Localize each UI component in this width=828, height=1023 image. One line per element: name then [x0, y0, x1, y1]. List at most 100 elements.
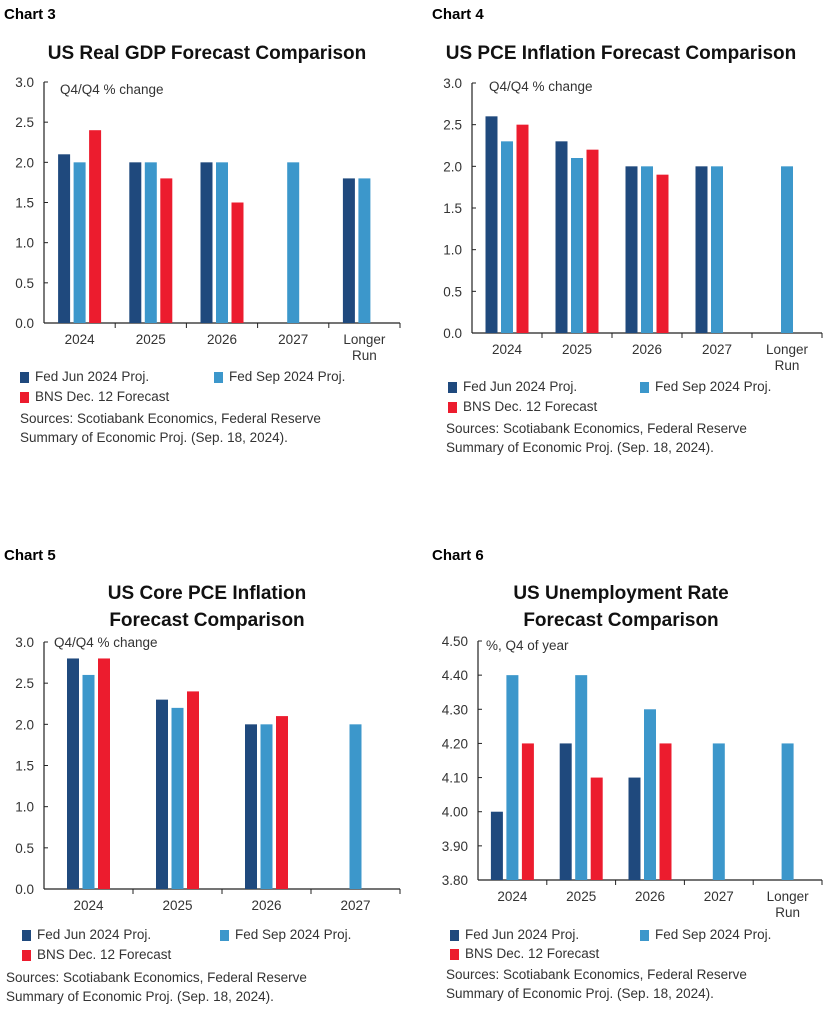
chart-title-line: US PCE Inflation Forecast Comparison	[445, 43, 797, 64]
y-tick-label: 0.0	[443, 326, 462, 341]
bar-fed_jun-2026	[628, 777, 641, 880]
y-tick-label: 3.0	[15, 635, 34, 650]
bar-bns-2025	[590, 777, 603, 880]
chart-title: US Core PCE Inflation Forecast Comparison	[0, 580, 414, 634]
chart-title-line: US Core PCE Inflation	[107, 583, 307, 604]
sources-line: Summary of Economic Proj. (Sep. 18, 2024…	[6, 989, 274, 1004]
chart-label: Chart 3	[4, 6, 56, 23]
bar-fed_sep-2027	[712, 743, 725, 880]
legend-label: BNS Dec. 12 Forecast	[37, 947, 172, 962]
legend-swatch	[22, 929, 31, 941]
x-tick-label: 2027	[278, 332, 308, 347]
x-tick-label: 2024	[492, 342, 523, 357]
bar-fed_jun-2025	[559, 743, 572, 880]
bar-fed_sep-2027	[287, 162, 300, 323]
legend-label: Fed Sep 2024 Proj.	[655, 379, 772, 394]
chart-title-line: Forecast Comparison	[109, 610, 305, 631]
y-tick-label: 3.0	[443, 76, 462, 91]
unit-note: %, Q4 of year	[486, 638, 569, 653]
x-tick-label: 2024	[497, 889, 528, 904]
legend-item: BNS Dec. 12 Forecast	[20, 389, 169, 405]
y-tick-label: 2.0	[443, 159, 462, 174]
sources-line: Sources: Scotiabank Economics, Federal R…	[446, 421, 747, 436]
x-tick-label: Longer Run	[343, 332, 386, 363]
legend-swatch	[22, 949, 31, 961]
sources-line: Summary of Economic Proj. (Sep. 18, 2024…	[20, 430, 288, 445]
y-tick-label: 2.5	[15, 676, 34, 691]
sources-line: Sources: Scotiabank Economics, Federal R…	[446, 967, 747, 982]
sources-line: Sources: Scotiabank Economics, Federal R…	[6, 970, 307, 985]
x-tick-label: 2024	[65, 332, 96, 347]
y-tick-label: 1.5	[443, 201, 462, 216]
x-tick-label: 2025	[562, 342, 592, 357]
y-tick-label: 2.0	[15, 155, 34, 170]
bar-fed_sep-2024	[506, 675, 519, 880]
bar-fed_sep-2026	[644, 709, 656, 880]
y-tick-label: 4.30	[442, 702, 468, 717]
bar-fed_sep-2025	[571, 158, 583, 333]
legend-item: Fed Jun 2024 Proj.	[448, 379, 577, 395]
y-tick-label: 1.0	[443, 243, 462, 258]
bar-fed_sep-2025	[575, 675, 588, 880]
sources-note: Sources: Scotiabank Economics, Federal R…	[446, 965, 747, 1003]
y-tick-label: 4.00	[442, 805, 468, 820]
legend-swatch	[450, 929, 459, 941]
legend-item: Fed Sep 2024 Proj.	[640, 379, 771, 395]
legend-label: Fed Jun 2024 Proj.	[465, 927, 580, 942]
bar-bns-2026	[659, 743, 672, 880]
bar-fed_sep-2024	[82, 674, 95, 889]
sources-note: Sources: Scotiabank Economics, Federal R…	[6, 968, 307, 1006]
y-tick-label: 1.5	[15, 759, 34, 774]
legend-label: Fed Jun 2024 Proj.	[463, 379, 578, 394]
bar-fed_jun-2024	[58, 154, 71, 323]
legend-swatch	[220, 929, 229, 941]
legend-swatch	[640, 381, 649, 393]
legend-label: Fed Sep 2024 Proj.	[655, 927, 772, 942]
legend-swatch	[214, 371, 223, 383]
legend-swatch	[20, 391, 29, 403]
legend-swatch	[640, 929, 649, 941]
bar-fed_jun-2027	[695, 166, 708, 333]
legend-swatch	[450, 948, 459, 960]
legend-item: BNS Dec. 12 Forecast	[22, 947, 171, 963]
y-tick-label: 1.0	[15, 236, 34, 251]
bar-fed_sep-2027	[349, 724, 362, 889]
bar-fed_jun-longer-run	[342, 178, 355, 323]
y-tick-label: 4.10	[442, 771, 468, 786]
sources-line: Sources: Scotiabank Economics, Federal R…	[20, 411, 321, 426]
x-tick-label: Longer Run	[766, 342, 809, 373]
y-tick-label: 0.5	[15, 841, 34, 856]
y-tick-label: 3.80	[442, 873, 468, 888]
bar-fed_jun-2026	[245, 724, 257, 889]
y-tick-label: 0.0	[15, 882, 34, 897]
legend-label: BNS Dec. 12 Forecast	[465, 946, 600, 961]
chart-label: Chart 5	[4, 547, 56, 564]
bar-fed_jun-2024	[67, 658, 79, 889]
legend-label: BNS Dec. 12 Forecast	[35, 389, 170, 404]
bar-bns-2024	[98, 658, 110, 889]
chart-title-line: Forecast Comparison	[523, 610, 719, 631]
y-tick-label: 2.0	[15, 717, 34, 732]
legend-label: BNS Dec. 12 Forecast	[463, 399, 598, 414]
bar-fed_jun-2025	[555, 141, 568, 333]
bar-fed_sep-longer-run	[358, 178, 371, 323]
bar-fed_sep-2024	[73, 162, 86, 323]
bar-bns-2024	[89, 130, 102, 323]
chart-title-line: US Unemployment Rate	[513, 583, 729, 604]
x-tick-label: 2024	[73, 898, 104, 913]
x-tick-label: 2027	[704, 889, 734, 904]
bar-bns-2025	[160, 178, 173, 323]
unit-note: Q4/Q4 % change	[489, 79, 593, 94]
chart-label: Chart 4	[432, 6, 484, 23]
unit-note: Q4/Q4 % change	[54, 635, 158, 650]
x-tick-label: 2025	[136, 332, 166, 347]
chart-title: US Real GDP Forecast Comparison	[0, 40, 414, 67]
x-tick-label: 2025	[566, 889, 596, 904]
legend-item: BNS Dec. 12 Forecast	[448, 399, 597, 415]
y-tick-label: 0.5	[443, 284, 462, 299]
bar-fed_jun-2024	[485, 116, 498, 333]
bar-fed_jun-2024	[490, 811, 503, 880]
y-tick-label: 4.20	[442, 736, 468, 751]
